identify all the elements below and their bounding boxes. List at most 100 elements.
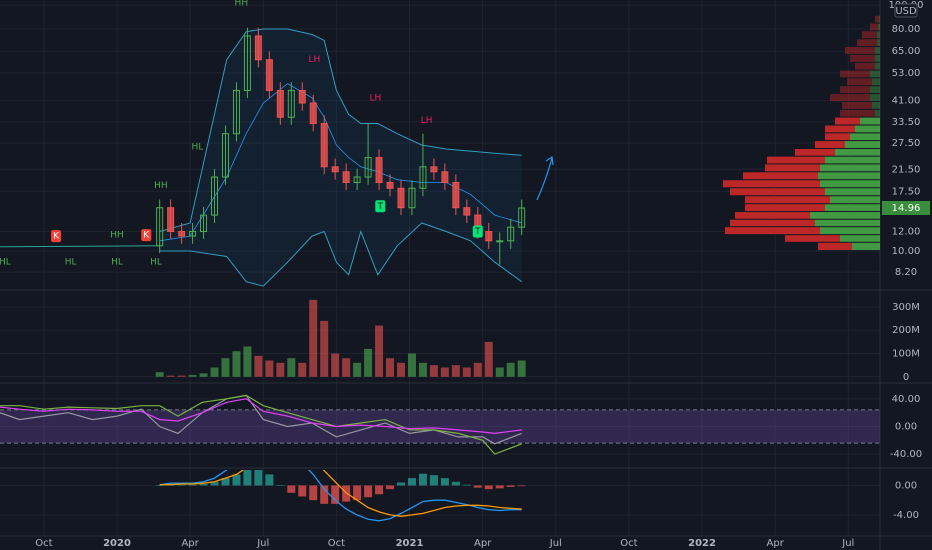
- band-upper: [159, 28, 522, 232]
- profile-sell: [840, 86, 870, 94]
- profile-buy: [825, 204, 880, 212]
- y-tick-label: 10.00: [892, 246, 921, 257]
- axes: 100.0080.0065.0053.0041.0033.5027.5021.5…: [35, 0, 930, 549]
- candle-body: [397, 187, 405, 209]
- band-lower: [159, 222, 522, 287]
- y-tick-label: 300M: [892, 302, 920, 313]
- candle-body: [463, 207, 471, 216]
- y-tick-label: 27.50: [892, 138, 921, 149]
- volume-bar: [386, 358, 395, 377]
- volume-bar: [462, 367, 471, 377]
- candle-body: [430, 166, 438, 173]
- currency: USD: [895, 6, 917, 17]
- candle-body: [309, 102, 317, 125]
- profile-sell: [795, 148, 835, 156]
- profile-sell: [825, 125, 855, 133]
- candle-body: [156, 207, 164, 247]
- volume-bar: [188, 374, 197, 377]
- profile-sell: [767, 156, 825, 164]
- band-fill: [0, 409, 880, 444]
- candle-body: [375, 157, 383, 183]
- volume-bar: [484, 341, 493, 377]
- candle-body: [320, 123, 328, 168]
- volume-bar: [506, 362, 515, 377]
- profile-sell: [840, 70, 870, 78]
- annotation: HL: [192, 142, 204, 152]
- candle-body: [287, 89, 295, 118]
- histogram-bar: [484, 485, 493, 490]
- y-tick-label: -40.00: [890, 449, 922, 460]
- y-tick-label: 21.50: [892, 164, 921, 175]
- histogram-bar: [418, 473, 427, 486]
- profile-buy: [820, 180, 880, 188]
- profile-sell: [875, 15, 879, 23]
- profile-sell: [785, 235, 840, 242]
- signal-line: [159, 470, 522, 517]
- profile-buy: [825, 156, 880, 164]
- profile-buy: [835, 148, 880, 156]
- y-tick-label: 33.50: [892, 117, 921, 128]
- candle-body: [419, 166, 427, 189]
- profile-sell: [730, 188, 825, 196]
- macd-pane: [155, 470, 526, 522]
- profile-sell: [745, 204, 825, 212]
- histogram-bar: [287, 485, 296, 493]
- volume-bar: [254, 355, 263, 377]
- profile-sell: [745, 196, 830, 204]
- profile-buy: [878, 23, 880, 31]
- histogram-bar: [407, 478, 416, 486]
- profile-buy: [872, 101, 880, 109]
- candle-body: [408, 187, 416, 209]
- x-tick-label: Oct: [328, 538, 345, 549]
- x-tick-label: Jul: [549, 538, 562, 549]
- profile-sell: [743, 172, 818, 180]
- volume-bar: [177, 375, 186, 377]
- profile-sell: [735, 212, 810, 219]
- histogram-bar: [298, 485, 307, 497]
- profile-buy: [810, 212, 880, 219]
- volume-bar: [429, 365, 438, 377]
- histogram-bar: [451, 481, 460, 486]
- volume-bar: [221, 358, 230, 377]
- histogram-bar: [177, 484, 186, 486]
- band-fill: [159, 29, 522, 287]
- profile-buy: [870, 70, 880, 78]
- profile-buy: [850, 133, 880, 141]
- profile-buy: [852, 242, 880, 250]
- oscillator-pane: [0, 394, 880, 455]
- profile-sell: [850, 54, 875, 62]
- profile-buy: [820, 227, 880, 235]
- volume-bar: [440, 367, 449, 377]
- annotation: HH: [235, 0, 249, 9]
- annotation: K: [143, 231, 150, 241]
- candle-body: [211, 176, 219, 216]
- volume-bar: [495, 367, 504, 377]
- x-tick-label: Apr: [474, 538, 492, 549]
- annotation: HL: [111, 258, 123, 268]
- y-tick-label: 41.00: [892, 95, 921, 106]
- histogram-bar: [254, 470, 263, 486]
- last-price-box: [882, 200, 930, 215]
- profile-sell: [862, 31, 877, 39]
- profile-buy: [820, 164, 880, 172]
- profile-sell: [730, 219, 815, 227]
- volume-bar: [155, 372, 164, 377]
- y-tick-label: 40.00: [892, 394, 921, 405]
- histogram-bar: [331, 485, 340, 504]
- candle-body: [452, 181, 460, 209]
- profile-buy: [825, 188, 880, 196]
- profile-buy: [875, 62, 880, 70]
- y-tick-label: 0.00: [895, 421, 917, 432]
- y-tick-label: 53.00: [892, 68, 921, 79]
- y-tick-label: -4.00: [893, 510, 919, 521]
- histogram-bar: [155, 485, 164, 486]
- x-tick-label: Jul: [256, 538, 269, 549]
- histogram-bar: [232, 474, 241, 486]
- histogram-bar: [199, 483, 208, 486]
- annotation: HH: [154, 181, 168, 191]
- profile-buy: [845, 141, 880, 148]
- profile-buy: [875, 109, 880, 117]
- profile-buy: [840, 235, 880, 242]
- histogram-bar: [429, 475, 438, 486]
- profile-sell: [830, 94, 870, 101]
